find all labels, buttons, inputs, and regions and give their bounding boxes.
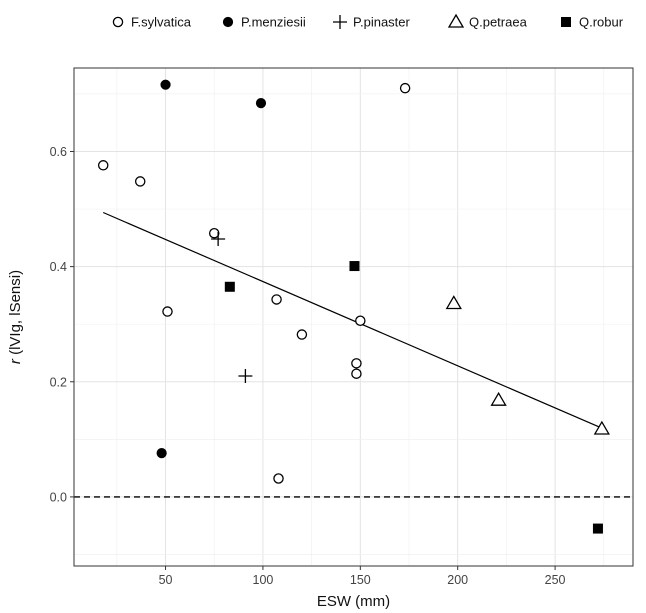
point-p-menziesii (157, 449, 166, 458)
point-f-sylvatica (356, 316, 365, 325)
y-tick-label: 0.0 (50, 490, 67, 504)
legend-item-p-menziesii: P.menziesii (223, 15, 306, 30)
y-axis-ticks: 0.0 0.2 0.4 0.6 (50, 145, 74, 504)
point-q-robur (593, 524, 603, 534)
point-p-menziesii (161, 80, 170, 89)
point-f-sylvatica (136, 177, 145, 186)
legend-label-p-menziesii: P.menziesii (241, 15, 306, 30)
point-f-sylvatica (297, 330, 306, 339)
legend: F.sylvatica P.menziesii P.pinaster Q.petrae… (113, 15, 623, 30)
y-tick-label: 0.4 (50, 260, 67, 274)
point-q-robur (349, 261, 359, 271)
x-tick-label: 50 (159, 573, 173, 587)
x-tick-label: 100 (253, 573, 274, 587)
legend-label-q-petraea: Q.petraea (469, 15, 528, 30)
legend-item-f-sylvatica: F.sylvatica (113, 15, 191, 30)
legend-label-q-robur: Q.robur (579, 15, 624, 30)
point-f-sylvatica (401, 84, 410, 93)
y-axis-title: r (lVIg, lSensi) (7, 270, 24, 364)
point-f-sylvatica (99, 161, 108, 170)
x-tick-label: 200 (447, 573, 468, 587)
legend-item-q-robur: Q.robur (561, 15, 624, 30)
point-f-sylvatica (163, 307, 172, 316)
point-q-robur (225, 282, 235, 292)
point-p-menziesii (256, 99, 265, 108)
legend-key-p-menziesii (223, 17, 232, 26)
point-f-sylvatica (352, 359, 361, 368)
y-tick-label: 0.6 (50, 145, 67, 159)
x-tick-label: 250 (545, 573, 566, 587)
y-tick-label: 0.2 (50, 375, 67, 389)
point-f-sylvatica (352, 369, 361, 378)
point-f-sylvatica (272, 295, 281, 304)
legend-key-q-robur (561, 17, 571, 27)
x-tick-label: 150 (350, 573, 371, 587)
plot-panel (74, 68, 633, 566)
x-axis-title: ESW (mm) (317, 593, 390, 610)
legend-item-p-pinaster: P.pinaster (333, 15, 411, 30)
legend-key-f-sylvatica (113, 17, 122, 26)
legend-item-q-petraea: Q.petraea (449, 15, 528, 30)
legend-key-q-petraea (449, 15, 463, 27)
legend-label-p-pinaster: P.pinaster (353, 15, 411, 30)
x-axis-ticks: 50 100 150 200 250 (159, 566, 566, 587)
y-axis-title-rest: (lVIg, lSensi) (7, 270, 24, 359)
point-f-sylvatica (274, 474, 283, 483)
legend-label-f-sylvatica: F.sylvatica (131, 15, 192, 30)
point-f-sylvatica (210, 229, 219, 238)
legend-key-p-pinaster (333, 15, 347, 29)
